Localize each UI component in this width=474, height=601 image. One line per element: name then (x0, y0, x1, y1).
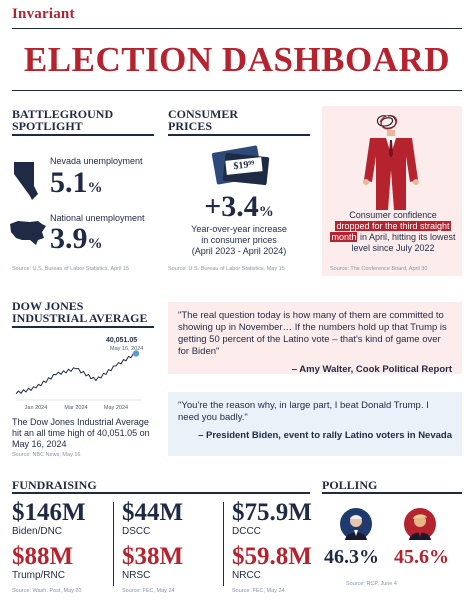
national-value: 3.9 (50, 222, 88, 255)
national-unit: % (87, 236, 103, 252)
nevada-stat: 5.1% (50, 166, 103, 200)
dow-peak-date-label: May 16, 2024 (110, 346, 143, 352)
nevada-label: Nevada unemployment (50, 156, 143, 166)
dow-chart: 40,051.05 May 16, 2024 Jan 2024 Mar 2024 May… (15, 337, 143, 411)
fund-dccc-label: DCCC (232, 526, 261, 537)
cpi-desc-2: in consumer prices (201, 235, 277, 245)
confidence-text: Consumer confidence dropped for the thir… (328, 210, 458, 254)
poll-biden-value: 46.3% (324, 546, 379, 568)
header-rule-bottom (12, 90, 462, 91)
fund-biden-label: Biden/DNC (12, 526, 63, 537)
header-rule-top (12, 28, 462, 29)
stressed-man-illustration (363, 115, 419, 210)
dow-heading-2: INDUSTRIAL AVERAGE (12, 311, 148, 325)
dow-x-tick-label: May 2024 (104, 405, 128, 411)
dow-rule (12, 326, 154, 328)
fund-col-house: $75.9M DCCC $59.8M NRCC Source: FEC, May… (232, 499, 318, 595)
brand-logo: Invariant (12, 6, 75, 22)
cpi-desc-3: (April 2023 - April 2024) (191, 246, 287, 256)
dow-peak-point (132, 350, 140, 357)
fund-nrsc-label: NRSC (122, 570, 151, 581)
confidence-source: Source: The Conference Board, April 30 (330, 266, 428, 272)
nevada-unit: % (87, 180, 103, 196)
dow-x-tick-label: Mar 2024 (64, 405, 87, 411)
dow-peak-value-label: 40,051.05 (106, 337, 137, 344)
polling-rule (322, 492, 462, 494)
confidence-text-after: in April, hitting its lowest level since… (351, 232, 456, 253)
fund-presidential-source: Source: Wash. Post, May 20 (12, 588, 82, 594)
fund-nrcc-value: $59.8M (232, 543, 312, 570)
page-title: ELECTION DASHBOARD (23, 40, 451, 79)
confidence-highlight-2: month (330, 232, 358, 242)
fund-col-senate: $44M DSCC $38M NRSC Source: FEC, May 24 (122, 499, 222, 595)
cpi-value: +3.4 (204, 190, 259, 223)
price-tag-icon: $19⁹⁹ (211, 145, 272, 187)
cpi-desc-1: Year-over-year increase (191, 224, 287, 234)
dow-heading-1: DOW JONES (12, 299, 84, 313)
fund-dscc-label: DSCC (122, 526, 151, 537)
fund-nrcc-label: NRCC (232, 570, 261, 581)
fund-senate-source: Source: FEC, May 24 (122, 588, 175, 594)
national-stat: 3.9% (50, 222, 103, 256)
fund-nrsc-value: $38M (122, 543, 184, 570)
battleground-section: BATTLEGROUND SPOTLIGHT (12, 108, 152, 132)
usa-map-icon (10, 221, 46, 245)
polling-source: Source: RCP, June 4 (346, 581, 397, 587)
cpi-stat: +3.4% (168, 190, 310, 224)
fund-dscc-value: $44M (122, 499, 184, 526)
dow-section: DOW JONES INDUSTRIAL AVERAGE (12, 300, 162, 324)
battleground-source: Source: U.S. Bureau of Labor Statistics,… (12, 266, 130, 272)
fund-house-source: Source: FEC, May 24 (232, 588, 285, 594)
consumer-heading-2: PRICES (168, 119, 213, 133)
confidence-highlight-1: dropped for the third straight (335, 221, 451, 231)
battleground-rule (12, 134, 154, 136)
confidence-text-before: Consumer confidence (349, 210, 437, 220)
fund-separator-1 (113, 502, 114, 586)
cpi-description: Year-over-year increase in consumer pric… (168, 224, 310, 257)
quote-attribution-biden: – President Biden, event to rally Latino… (198, 430, 452, 441)
fund-trump-value: $88M (12, 543, 74, 570)
battleground-heading-1: BATTLEGROUND (12, 107, 114, 121)
fund-biden-value: $146M (12, 499, 86, 526)
nevada-value: 5.1 (50, 166, 88, 199)
polling-heading: POLLING (322, 478, 378, 492)
quote-card-walter: "The real question today is how many of … (168, 302, 462, 375)
trump-avatar (404, 508, 436, 540)
consumer-heading-1: CONSUMER (168, 107, 239, 121)
consumer-prices-section: CONSUMER PRICES (168, 108, 308, 132)
fundraising-rule (12, 492, 310, 494)
cpi-source: Source: U.S. Bureau of Labor Statistics,… (168, 266, 285, 272)
fund-trump-label: Trump/RNC (12, 570, 65, 581)
consumer-rule (168, 134, 310, 136)
poll-trump-value: 45.6% (394, 546, 449, 568)
national-label: National unemployment (50, 213, 145, 223)
quote-text-biden: "You're the reason why, in large part, I… (178, 400, 429, 423)
quote-attribution-walter: – Amy Walter, Cook Political Report (291, 364, 452, 375)
dow-x-tick-label: Jan 2024 (25, 405, 48, 411)
cpi-unit: % (258, 204, 274, 220)
biden-avatar (340, 508, 372, 540)
dow-description: The Dow Jones Industrial Average hit an … (12, 417, 150, 449)
fund-col-presidential: $146M Biden/DNC $88M Trump/RNC Source: W… (12, 499, 112, 595)
battleground-heading-2: SPOTLIGHT (12, 119, 83, 133)
fund-dccc-value: $75.9M (232, 499, 312, 526)
quote-text-walter: "The real question today is how many of … (178, 310, 447, 357)
dow-source: Source: NBC News, May 16 (12, 452, 81, 458)
nevada-map-icon (14, 162, 38, 200)
dow-series-line (15, 352, 137, 395)
fund-separator-2 (223, 502, 224, 586)
quote-card-biden: "You're the reason why, in large part, I… (168, 392, 462, 456)
fundraising-heading: FUNDRAISING (12, 478, 97, 492)
